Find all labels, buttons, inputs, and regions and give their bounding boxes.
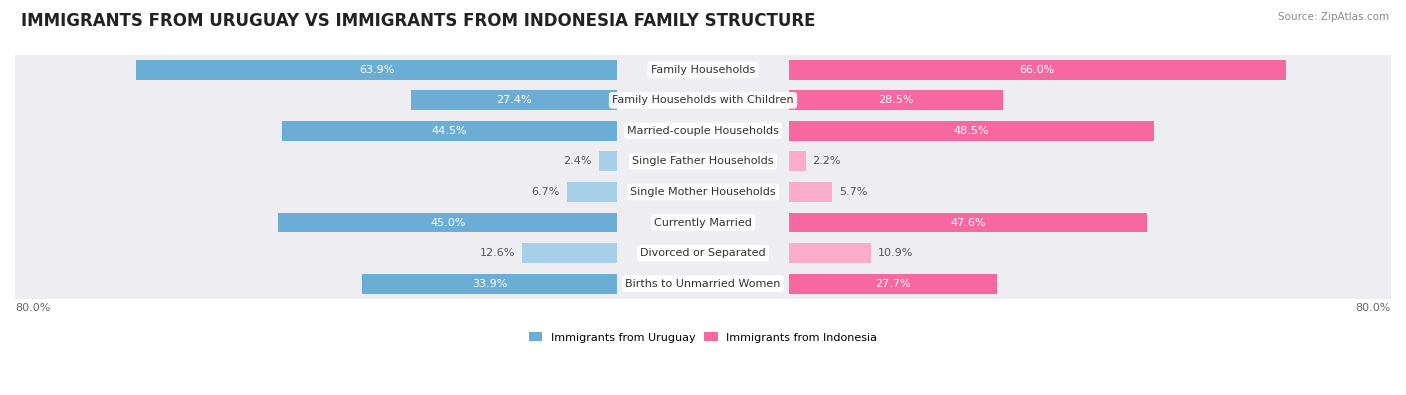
- FancyBboxPatch shape: [15, 108, 1391, 154]
- Bar: [789, 121, 1154, 141]
- FancyBboxPatch shape: [15, 230, 1391, 276]
- Text: 10.9%: 10.9%: [877, 248, 914, 258]
- Text: 33.9%: 33.9%: [472, 278, 508, 289]
- Text: 80.0%: 80.0%: [1355, 303, 1391, 312]
- Text: IMMIGRANTS FROM URUGUAY VS IMMIGRANTS FROM INDONESIA FAMILY STRUCTURE: IMMIGRANTS FROM URUGUAY VS IMMIGRANTS FR…: [21, 12, 815, 30]
- Bar: [567, 182, 617, 202]
- Bar: [599, 152, 617, 171]
- Text: 27.7%: 27.7%: [876, 278, 911, 289]
- Text: 27.4%: 27.4%: [496, 95, 531, 105]
- Bar: [789, 213, 1147, 232]
- Text: Source: ZipAtlas.com: Source: ZipAtlas.com: [1278, 12, 1389, 22]
- Bar: [789, 152, 806, 171]
- Text: 63.9%: 63.9%: [359, 65, 394, 75]
- FancyBboxPatch shape: [15, 200, 1391, 245]
- Text: Currently Married: Currently Married: [654, 218, 752, 228]
- Text: 12.6%: 12.6%: [479, 248, 516, 258]
- Bar: [283, 121, 617, 141]
- FancyBboxPatch shape: [15, 139, 1391, 184]
- Bar: [522, 243, 617, 263]
- Bar: [789, 243, 872, 263]
- Text: 2.4%: 2.4%: [564, 156, 592, 166]
- Text: 47.6%: 47.6%: [950, 218, 986, 228]
- Text: 80.0%: 80.0%: [15, 303, 51, 312]
- Text: 28.5%: 28.5%: [879, 95, 914, 105]
- Bar: [789, 274, 997, 293]
- Bar: [789, 90, 1004, 110]
- Text: Married-couple Households: Married-couple Households: [627, 126, 779, 136]
- Text: 6.7%: 6.7%: [531, 187, 560, 197]
- Text: Family Households: Family Households: [651, 65, 755, 75]
- Text: 45.0%: 45.0%: [430, 218, 465, 228]
- Text: 48.5%: 48.5%: [953, 126, 990, 136]
- Text: Single Father Households: Single Father Households: [633, 156, 773, 166]
- Bar: [411, 90, 617, 110]
- Bar: [789, 182, 832, 202]
- Bar: [789, 60, 1285, 80]
- Text: Divorced or Separated: Divorced or Separated: [640, 248, 766, 258]
- Text: 44.5%: 44.5%: [432, 126, 467, 136]
- FancyBboxPatch shape: [15, 169, 1391, 214]
- FancyBboxPatch shape: [15, 78, 1391, 123]
- Text: Births to Unmarried Women: Births to Unmarried Women: [626, 278, 780, 289]
- Text: Single Mother Households: Single Mother Households: [630, 187, 776, 197]
- Text: Family Households with Children: Family Households with Children: [612, 95, 794, 105]
- Legend: Immigrants from Uruguay, Immigrants from Indonesia: Immigrants from Uruguay, Immigrants from…: [524, 328, 882, 347]
- Text: 5.7%: 5.7%: [839, 187, 868, 197]
- Bar: [361, 274, 617, 293]
- FancyBboxPatch shape: [15, 47, 1391, 92]
- Text: 66.0%: 66.0%: [1019, 65, 1054, 75]
- Bar: [136, 60, 617, 80]
- FancyBboxPatch shape: [15, 261, 1391, 306]
- Bar: [278, 213, 617, 232]
- Text: 2.2%: 2.2%: [813, 156, 841, 166]
